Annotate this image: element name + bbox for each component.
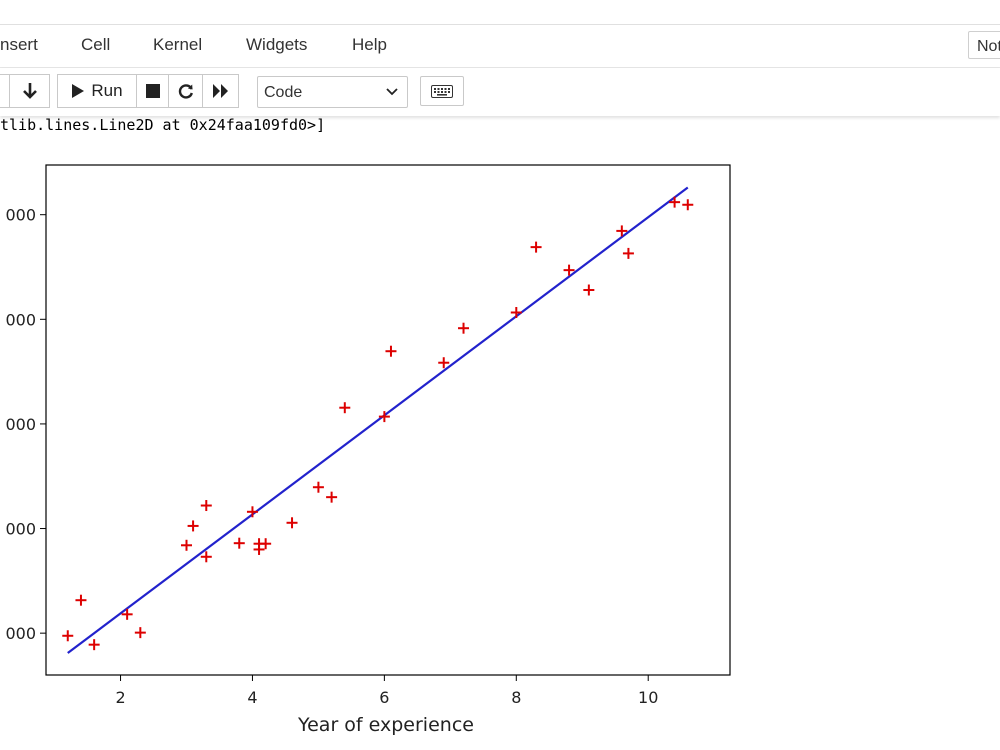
data-point [622, 247, 634, 259]
arrow-down-icon [22, 83, 37, 99]
data-point [75, 594, 87, 606]
y-tick-label: 000 [5, 415, 36, 434]
kernel-indicator-label: Not [977, 38, 1000, 55]
data-point [339, 402, 351, 414]
data-point [669, 196, 681, 208]
interrupt-button[interactable] [136, 74, 169, 108]
x-tick-label: 6 [379, 688, 389, 707]
data-point [583, 284, 595, 296]
cell-type-value: Code [264, 84, 303, 101]
menu-insert[interactable]: nsert [0, 35, 38, 54]
data-point [385, 345, 397, 357]
keyboard-icon [431, 84, 453, 98]
data-point [510, 307, 522, 319]
data-point [121, 608, 133, 620]
data-point [187, 520, 199, 532]
stop-icon [145, 84, 160, 98]
move-group [0, 74, 50, 108]
data-point [438, 357, 450, 369]
fast-forward-icon [212, 84, 228, 98]
menu-cell[interactable]: Cell [81, 35, 111, 54]
data-point [260, 538, 272, 550]
data-point [530, 241, 542, 253]
restart-button[interactable] [168, 74, 203, 108]
y-tick-label: 000 [5, 520, 36, 539]
data-point [326, 491, 338, 503]
data-point [286, 517, 298, 529]
data-point [682, 199, 694, 211]
menu-kernel[interactable]: Kernel [153, 35, 203, 54]
restart-run-all-button[interactable] [202, 74, 239, 108]
menu-widgets[interactable]: Widgets [246, 35, 308, 54]
data-point [312, 481, 324, 493]
data-point [246, 506, 258, 518]
x-tick-label: 2 [115, 688, 125, 707]
data-point [88, 639, 100, 651]
run-label: Run [91, 81, 123, 100]
plot-area [45, 164, 731, 676]
data-point [180, 539, 192, 551]
x-tick-label: 4 [247, 688, 257, 707]
data-point [62, 630, 74, 642]
command-palette-button[interactable] [420, 76, 464, 106]
data-point [233, 537, 245, 549]
notebook-title-strip [0, 0, 1000, 25]
kernel-indicator[interactable]: Not [968, 31, 1000, 59]
menubar: nsert Cell Kernel Widgets Help Not [0, 25, 1000, 68]
y-tick-label: 000 [5, 624, 36, 643]
regression-line [67, 186, 689, 654]
data-point [200, 551, 212, 563]
data-point [378, 411, 390, 423]
toolbar: Run Code [0, 68, 1000, 116]
run-group: Run [57, 74, 239, 108]
menu-help[interactable]: Help [352, 35, 387, 54]
run-icon [72, 84, 85, 98]
data-point [134, 627, 146, 639]
data-point [563, 264, 575, 276]
x-tick-label: 10 [638, 688, 658, 707]
restart-icon [178, 84, 193, 99]
x-tick-label: 8 [511, 688, 521, 707]
y-tick-label: 000 [5, 310, 36, 329]
x-axis-label: Year of experience [297, 714, 474, 736]
y-tick-label: 000 [5, 206, 36, 225]
data-point [200, 500, 212, 512]
run-button[interactable]: Run [57, 74, 137, 108]
cell-type-select[interactable]: Code [257, 76, 408, 108]
data-point [458, 322, 470, 334]
chevron-down-icon [386, 88, 398, 96]
move-down-button[interactable] [9, 74, 50, 108]
cell-output-text: tlib.lines.Line2D at 0x24faa109fd0>] [0, 116, 326, 134]
data-point [616, 225, 628, 237]
